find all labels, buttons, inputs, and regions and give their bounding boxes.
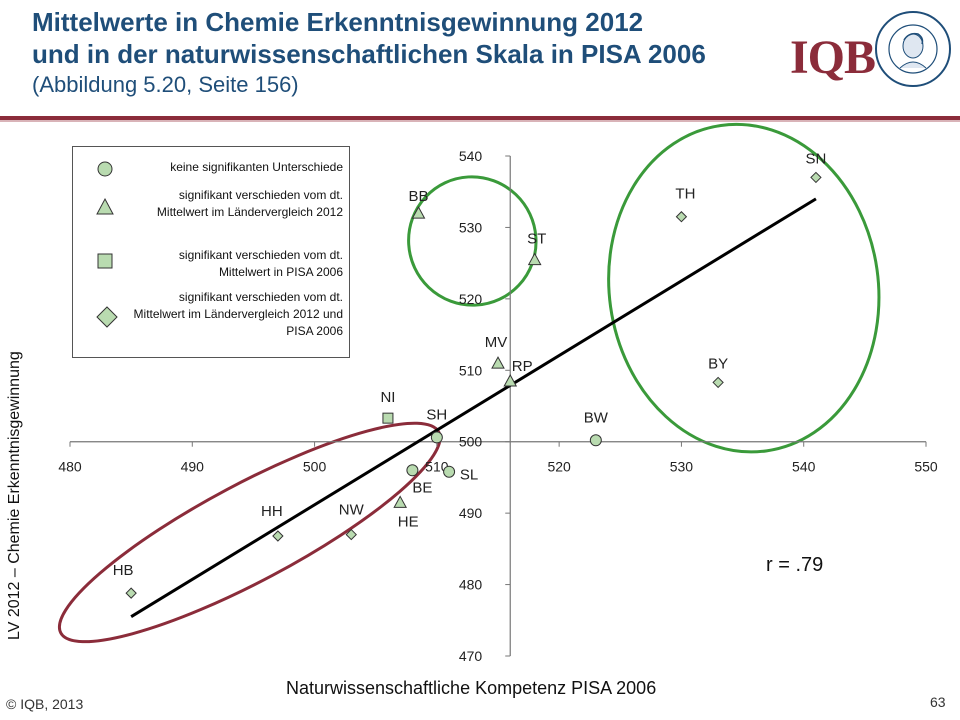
point-label-bb: BB [409, 188, 429, 205]
page-number: 63 [930, 694, 946, 710]
y-tick-label-470: 470 [459, 648, 483, 664]
legend-triangle-symbol [96, 197, 114, 215]
y-tick-label-490: 490 [459, 505, 483, 521]
point-label-ni: NI [380, 389, 395, 406]
data-point-rp [503, 373, 518, 387]
point-label-bw: BW [584, 409, 609, 426]
point-label-by: BY [708, 355, 728, 372]
point-label-sh: SH [426, 406, 447, 423]
data-point-hh [272, 530, 284, 542]
data-point-st [527, 252, 542, 266]
legend-square-symbol [97, 253, 113, 269]
legend-item-diamond: signifikant verschieden vom dt. Mittelwe… [133, 290, 343, 338]
y-tick-label-480: 480 [459, 577, 483, 593]
x-tick-label-510: 510 [425, 459, 449, 475]
data-point-bw [589, 434, 602, 447]
x-tick-label-520: 520 [547, 459, 571, 475]
data-point-mv [491, 356, 505, 369]
chart-legend: keine signifikanten Unterschiede signifi… [72, 146, 350, 358]
y-tick-label-510: 510 [459, 362, 483, 378]
legend-item-triangle: signifikant verschieden vom dt. Mittelwe… [156, 188, 343, 219]
header-divider [0, 116, 960, 120]
data-point-ni [382, 412, 394, 424]
highlight-ellipse-1 [607, 122, 881, 454]
y-tick-label-520: 520 [459, 291, 483, 307]
point-label-sn: SN [806, 150, 827, 167]
copyright-text: © IQB, 2013 [6, 696, 84, 712]
x-tick-label-530: 530 [670, 459, 694, 475]
x-axis-label: Naturwissenschaftliche Kompetenz PISA 20… [286, 678, 657, 698]
regression-line [130, 197, 817, 618]
highlight-ellipse-2 [57, 421, 442, 644]
x-tick-label-540: 540 [792, 459, 816, 475]
data-point-be [406, 464, 419, 477]
data-point-hb [125, 587, 137, 599]
data-point-bb [411, 206, 426, 219]
point-label-hb: HB [113, 562, 134, 579]
highlight-ellipse-0 [407, 175, 538, 307]
point-label-st: ST [527, 231, 546, 248]
humboldt-seal-logo [875, 11, 951, 87]
legend-circle-symbol [97, 161, 113, 177]
title-line-2: und in der naturwissenschaftlichen Skala… [32, 39, 706, 69]
data-point-nw [345, 528, 357, 541]
legend-item-square: signifikant verschieden vom dt. Mittelwe… [178, 248, 343, 279]
y-tick-label-500: 500 [459, 434, 483, 450]
point-label-nw: NW [339, 502, 365, 519]
header-divider-shadow [0, 120, 960, 122]
y-tick-label-540: 540 [459, 148, 483, 164]
data-point-th [675, 211, 688, 223]
x-tick-label-490: 490 [181, 459, 205, 475]
data-point-by [712, 376, 724, 389]
point-label-mv: MV [485, 334, 508, 351]
point-label-th: TH [675, 186, 695, 203]
data-point-sh [430, 431, 443, 444]
x-tick-label-500: 500 [303, 459, 327, 475]
title-line-3: (Abbildung 5.20, Seite 156) [32, 72, 299, 97]
data-point-he [393, 495, 408, 508]
title-line-1: Mittelwerte in Chemie Erkenntnisgewinnun… [32, 7, 644, 37]
point-label-he: HE [398, 513, 419, 530]
point-label-sl: SL [460, 467, 478, 484]
legend-diamond-symbol [96, 306, 118, 328]
point-label-hh: HH [261, 503, 283, 520]
axes-layer: 480 490 500 510 520 530 540 550 470 480 490 500 510 5… [58, 148, 938, 664]
data-point-sl [443, 465, 456, 478]
point-label-rp: RP [512, 358, 533, 375]
x-tick-label-550: 550 [914, 459, 938, 475]
y-tick-label-530: 530 [459, 219, 483, 235]
regression-line-layer [130, 197, 817, 618]
point-label-be: BE [412, 479, 432, 496]
iqb-logo: IQB [790, 31, 876, 84]
correlation-label: r = .79 [766, 554, 824, 576]
legend-item-circle: keine signifikanten Unterschiede [170, 160, 343, 174]
x-tick-label-480: 480 [58, 459, 82, 475]
slide-title: Mittelwerte in Chemie Erkenntnisgewinnun… [32, 6, 792, 100]
data-point-sn [810, 171, 822, 184]
y-axis-label: LV 2012 – Chemie Erkenntnisgewinnung [6, 351, 23, 640]
